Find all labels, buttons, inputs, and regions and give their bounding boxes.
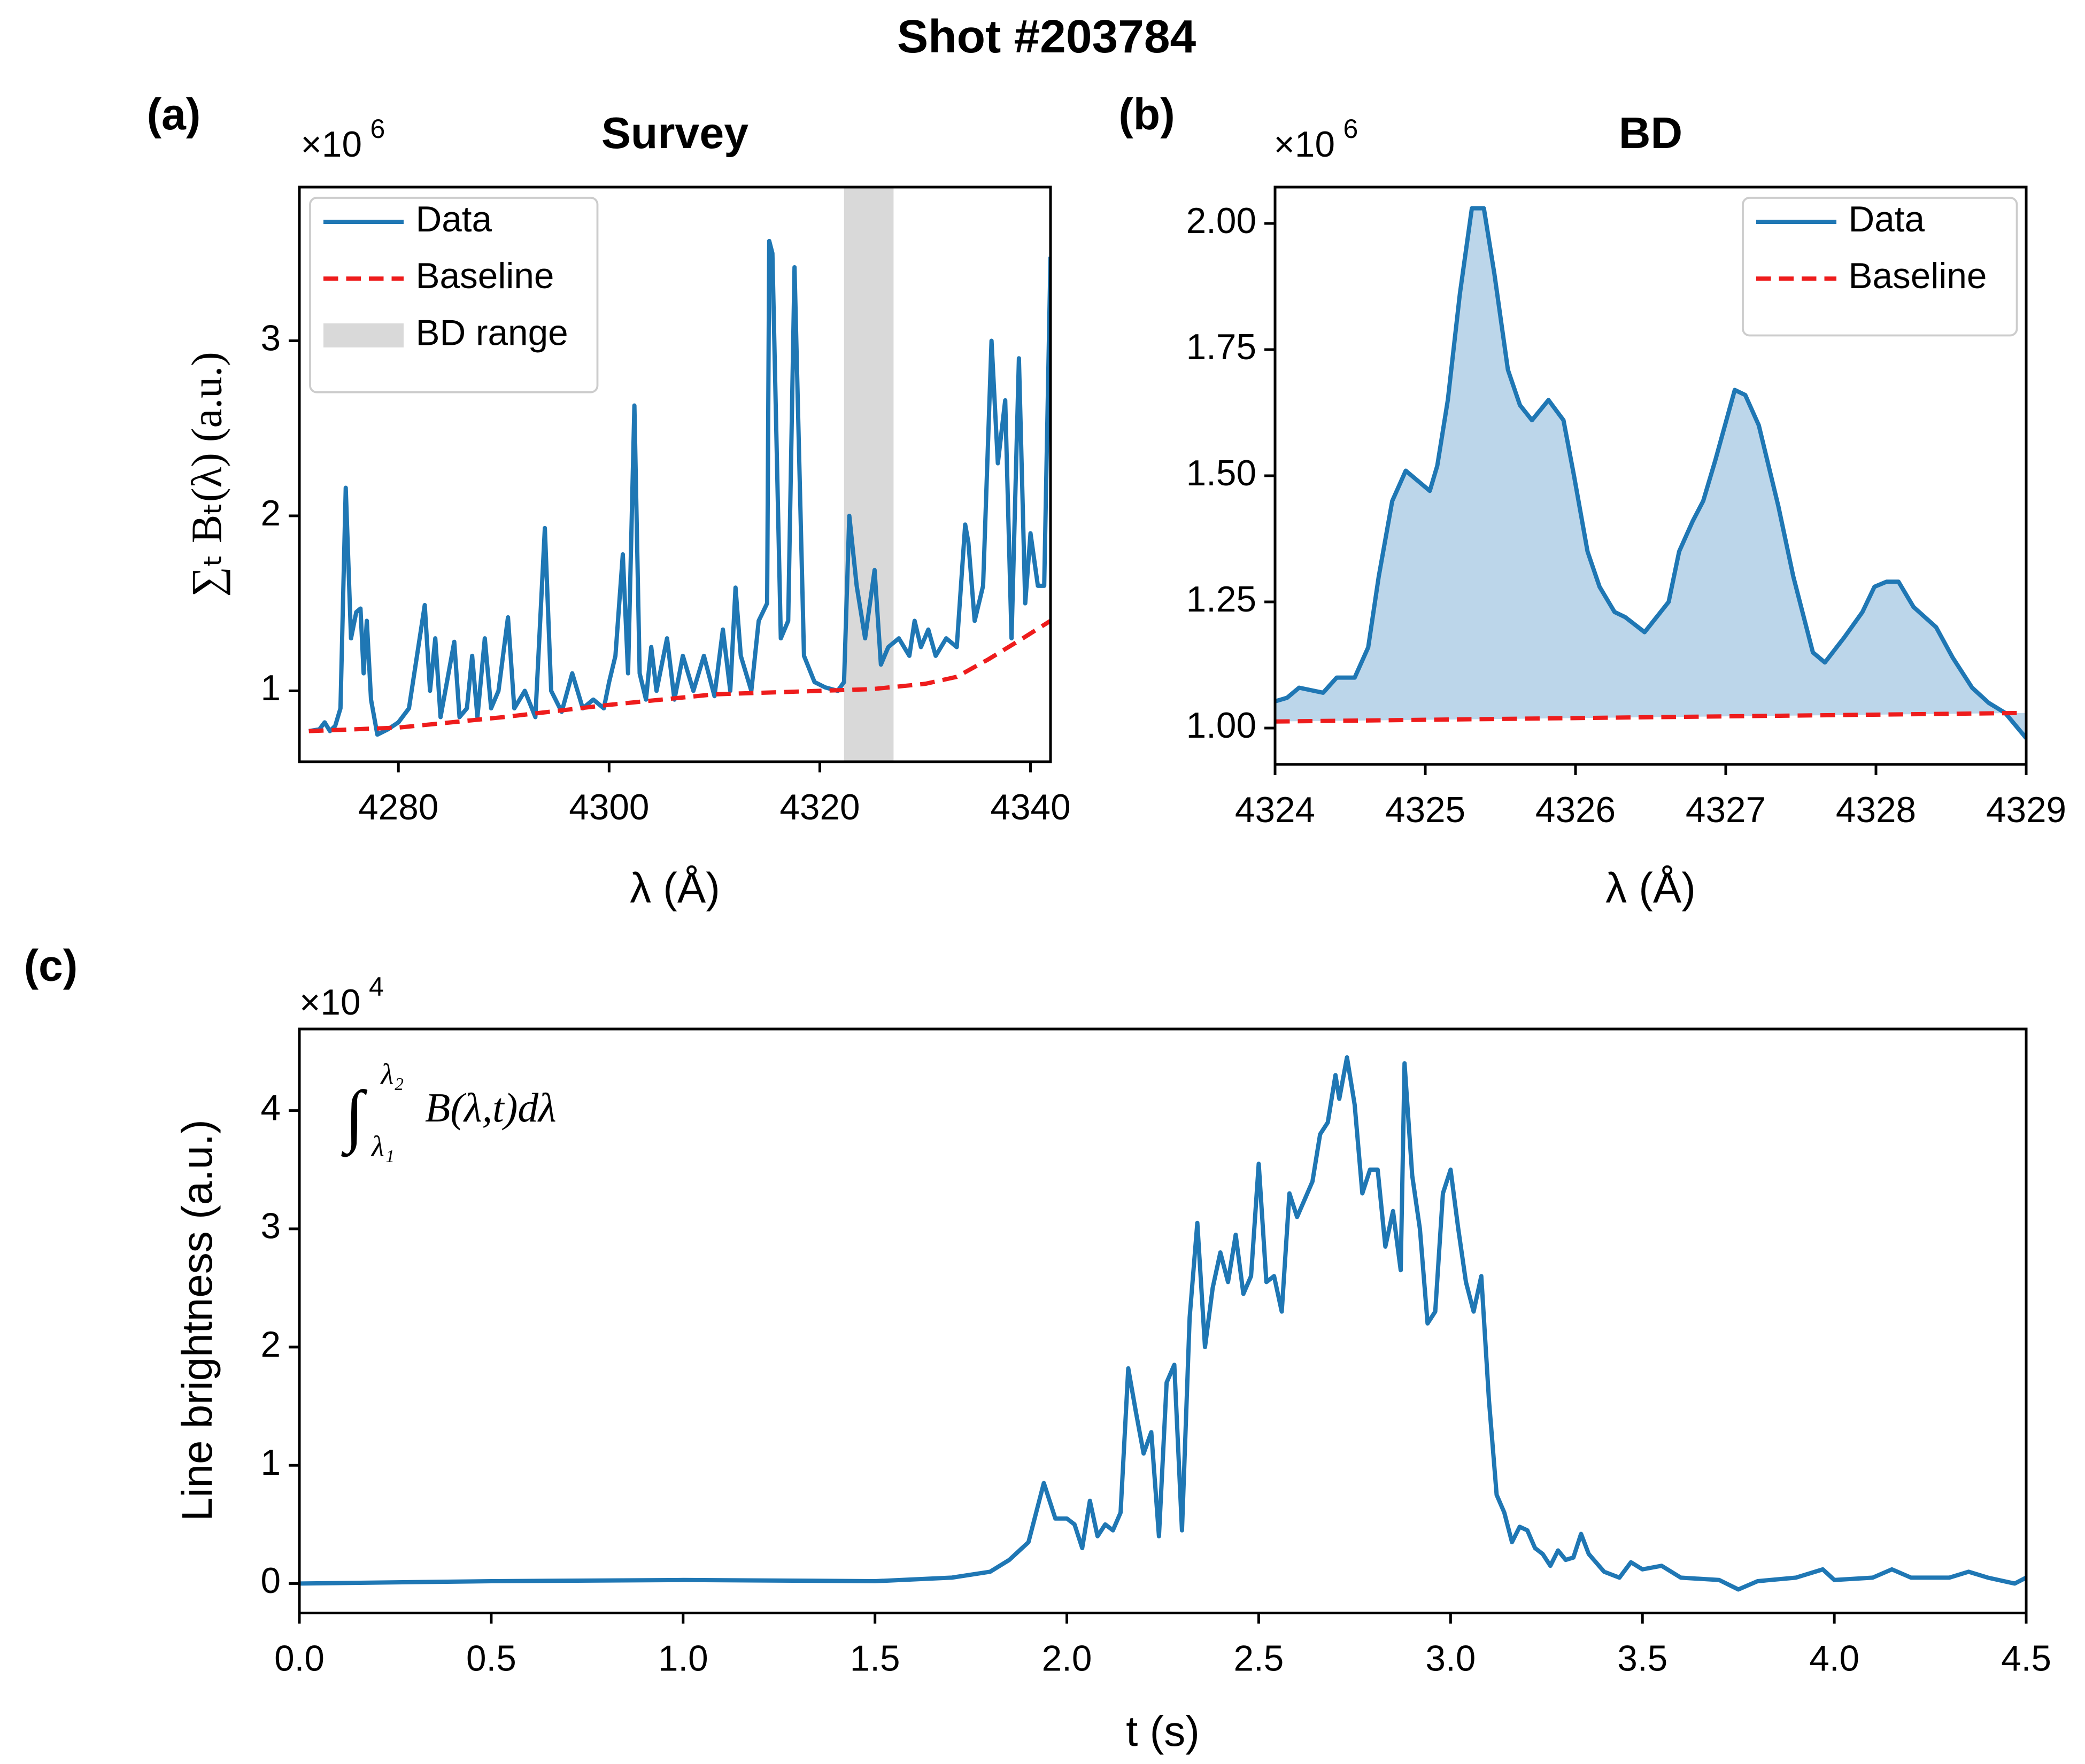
axes-title: Survey xyxy=(601,109,748,158)
x-tick-label: 2.5 xyxy=(1234,1638,1284,1678)
panel-label: (b) xyxy=(1118,90,1175,139)
legend-label: Data xyxy=(416,199,492,239)
data-line xyxy=(1275,206,2026,740)
y-tick-label: 1.75 xyxy=(1186,327,1256,367)
axes-title: BD xyxy=(1619,109,1682,158)
data-line xyxy=(308,238,1051,737)
y-axis-label: Line brightness (a.u.) xyxy=(173,1119,221,1521)
x-tick-label: 3.0 xyxy=(1425,1638,1476,1678)
offset-text: ×10 xyxy=(301,125,362,165)
legend-label: Data xyxy=(1849,199,1925,239)
y-tick-label: 4 xyxy=(260,1088,281,1128)
y-tick-label: 2 xyxy=(260,1325,281,1365)
x-tick-label: 4300 xyxy=(569,787,649,827)
data-line xyxy=(308,619,1051,733)
x-axis-label: λ (Å) xyxy=(630,864,720,912)
y-tick-label: 2 xyxy=(260,493,281,533)
x-tick-label: 4328 xyxy=(1836,790,1916,830)
legend: Data Baseline xyxy=(1742,197,2018,337)
x-tick-label: 1.0 xyxy=(658,1638,708,1678)
annotation-integral: ∫ xyxy=(341,1077,367,1157)
axes: 4280 4300 4320 4340 1 2 3 (a) Survey λ (Å) ∑ₜ Bₜ(λ… xyxy=(147,90,1071,912)
annotation-body: B(λ,t)dλ xyxy=(425,1085,557,1131)
annotation-upper: λ₂ xyxy=(380,1058,404,1090)
plot-area xyxy=(1275,206,2026,740)
x-tick-label: 4320 xyxy=(779,787,860,827)
x-tick-label: 4324 xyxy=(1235,790,1315,830)
legend: Data Baseline BD range xyxy=(309,197,599,393)
y-tick-label: 3 xyxy=(260,318,281,358)
annotation-lower: λ₁ xyxy=(370,1130,395,1163)
figure-title: Shot #203784 xyxy=(897,10,1196,63)
x-tick-label: 4327 xyxy=(1686,790,1766,830)
axes-frame xyxy=(298,1027,2028,1614)
y-tick-label: 1 xyxy=(260,668,281,708)
legend-label: BD range xyxy=(416,313,568,353)
y-tick-label: 1.50 xyxy=(1186,453,1256,493)
legend-swatch xyxy=(323,323,404,347)
x-tick-label: 4280 xyxy=(358,787,438,827)
y-tick-label: 0 xyxy=(260,1561,281,1601)
panel-label: (c) xyxy=(24,941,78,990)
x-tick-label: 4.5 xyxy=(2001,1638,2051,1678)
x-tick-label: 4.0 xyxy=(1809,1638,1859,1678)
x-axis-label: λ (Å) xyxy=(1605,864,1696,912)
x-tick-label: 4340 xyxy=(990,787,1070,827)
x-tick-label: 4329 xyxy=(1986,790,2066,830)
span xyxy=(844,187,894,762)
y-tick-label: 3 xyxy=(260,1206,281,1247)
data-line xyxy=(1275,710,2026,724)
offset-exponent: 6 xyxy=(370,114,385,144)
axes-frame xyxy=(298,185,1052,763)
y-tick-label: 1.00 xyxy=(1186,706,1256,746)
x-tick-label: 3.5 xyxy=(1617,1638,1667,1678)
x-tick-label: 4325 xyxy=(1385,790,1465,830)
panel-label: (a) xyxy=(147,90,201,139)
axes: 0.0 0.5 1.0 1.5 2.0 2.5 3.0 3.5 4.0 4.5 0 1 2 3 4 (c) t … xyxy=(24,941,2051,1755)
legend-label: Baseline xyxy=(1849,256,1987,296)
x-tick-label: 1.5 xyxy=(850,1638,900,1678)
axes: 4324 4325 4326 4327 4328 4329 1.00 1.25 1.50 1.75… xyxy=(1118,90,2066,912)
y-tick-label: 1 xyxy=(260,1443,281,1483)
x-tick-label: 0.5 xyxy=(466,1638,516,1678)
offset-text: ×10 xyxy=(299,982,361,1023)
x-tick-label: 2.0 xyxy=(1042,1638,1092,1678)
x-axis-label: t (s) xyxy=(1126,1707,1200,1755)
offset-exponent: 6 xyxy=(1343,114,1358,144)
offset-text: ×10 xyxy=(1274,125,1335,165)
legend-label: Baseline xyxy=(416,256,554,296)
offset-exponent: 4 xyxy=(369,972,384,1002)
fill-area xyxy=(1275,208,2026,738)
y-axis-label: ∑ₜ Bₜ(λ) (a.u.) xyxy=(183,352,230,597)
x-tick-label: 4326 xyxy=(1535,790,1616,830)
plot-area xyxy=(308,187,1051,762)
data-line xyxy=(299,1055,2026,1592)
x-tick-label: 0.0 xyxy=(274,1638,325,1678)
legend-box xyxy=(1742,197,2018,337)
y-tick-label: 2.00 xyxy=(1186,201,1256,241)
plot-area xyxy=(299,1055,2026,1592)
y-tick-label: 1.25 xyxy=(1186,579,1256,620)
